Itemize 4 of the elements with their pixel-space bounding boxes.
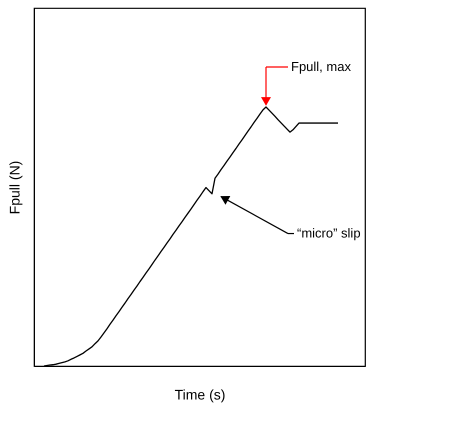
x-axis-title: Time (s) (174, 386, 226, 402)
y-axis-title: Fpull (N) (6, 160, 22, 214)
annotation: “micro” slip (297, 226, 361, 241)
text: Fpull, max (291, 59, 352, 74)
